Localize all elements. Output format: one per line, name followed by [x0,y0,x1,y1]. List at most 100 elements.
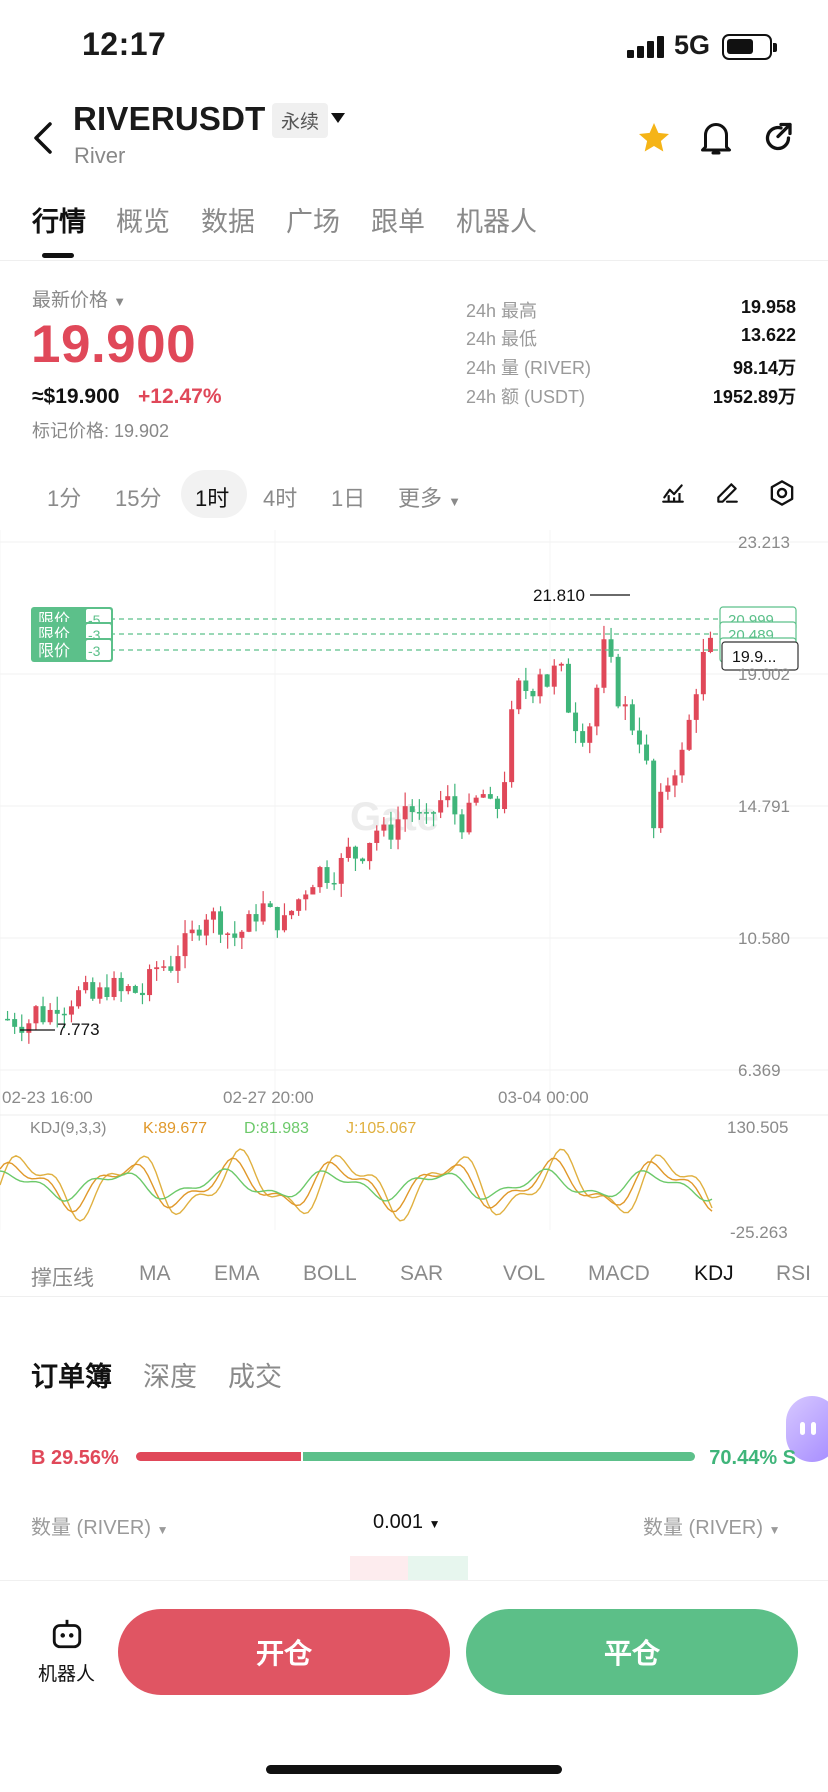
indicator-settings-icon[interactable] [660,480,686,506]
candle-body [502,782,508,810]
candle-body [303,894,309,900]
draw-pencil-icon[interactable] [714,480,740,506]
indicator-sar[interactable]: SAR [400,1262,444,1285]
orderbook-col-left[interactable]: 数量 (RIVER) ▼ [31,1517,169,1539]
x-axis-label: 02-27 20:00 [223,1088,314,1107]
candle-body [338,857,344,884]
indicator-kdj[interactable]: KDJ [694,1262,734,1285]
pair-title[interactable]: RIVERUSDT [73,100,266,137]
candle-body [381,824,387,831]
candle-body [104,987,110,997]
stat-turnover-label: 24h 额 (USDT) [466,387,586,407]
back-icon[interactable] [30,120,56,156]
tab-copy-trading[interactable]: 跟单 [371,207,425,237]
latest-price-label[interactable]: 最新价格 ▼ [32,290,127,311]
indicator-vol[interactable]: VOL [503,1262,546,1285]
limit-order-lines[interactable]: 限价-520.999限价-320.489限价-319.9...19.9... [31,606,799,671]
assistant-bubble[interactable] [786,1396,828,1462]
timeframe-15m[interactable]: 15分 [115,486,162,511]
chart-settings-icon[interactable] [768,479,796,507]
candle-body [466,802,472,833]
candle-body [558,663,564,666]
candle-body [232,933,238,938]
tab-orderbook[interactable]: 订单簿 [31,1362,112,1392]
timeframe-4h[interactable]: 4时 [263,486,298,511]
tab-bots[interactable]: 机器人 [456,207,537,237]
candle-body [608,639,614,657]
current-price-value: 19.9... [732,649,776,666]
candle-body [218,911,224,935]
candle-body [615,656,621,707]
stat-high-label: 24h 最高 [466,301,538,321]
y-axis-label: 14.791 [738,797,790,816]
candle-body [537,674,543,697]
indicator-ema[interactable]: EMA [214,1262,260,1285]
candle-body [523,680,529,692]
timeframe-1h[interactable]: 1时 [195,486,230,511]
candle-body [516,680,522,710]
tab-trades[interactable]: 成交 [228,1362,282,1392]
candle-body [40,1006,46,1023]
share-icon[interactable] [760,120,796,156]
candle-body [132,986,138,993]
candle-body [203,919,209,936]
candle-body [210,911,216,920]
tab-depth[interactable]: 深度 [143,1362,197,1392]
tab-market[interactable]: 行情 [32,207,86,237]
indicator-rsi[interactable]: RSI [776,1262,812,1285]
candle-body [111,977,117,997]
candle-body [573,712,579,732]
candle-body [139,992,145,996]
kdj-min-label: -25.263 [730,1223,788,1242]
tab-square[interactable]: 广场 [286,207,340,237]
kdj-k-value: K:89.677 [143,1120,207,1137]
indicator-support-resistance[interactable]: 撑压线 [31,1267,94,1290]
bell-icon[interactable] [698,118,734,158]
price-chart[interactable]: Gate 限价-520.999限价-320.489限价-319.9...19.9… [0,530,828,1250]
close-position-button[interactable]: 平仓 [466,1609,798,1695]
stat-low-label: 24h 最低 [466,329,538,349]
candle-body [267,903,273,908]
candle-body [530,691,536,697]
indicator-boll[interactable]: BOLL [303,1262,357,1285]
orderbook-col-right[interactable]: 数量 (RIVER) ▼ [643,1517,781,1539]
candle-body [452,796,458,815]
candle-body [5,1018,11,1021]
timeframe-1d[interactable]: 1日 [331,486,366,511]
robot-icon[interactable] [50,1617,84,1651]
pair-dropdown-icon[interactable] [330,112,346,124]
stat-low-value: 13.622 [740,325,796,345]
y-axis-label: 6.369 [738,1061,781,1080]
chart-grid [0,530,828,1230]
candle-body [260,903,266,922]
kdj-series-line [0,1168,713,1202]
robot-label[interactable]: 机器人 [38,1664,96,1685]
timeframe-more[interactable]: 更多 ▼ [398,486,462,511]
price-change-percent: +12.47% [138,385,222,408]
candle-body [90,982,96,999]
candle-body [296,899,302,911]
candle-body [402,806,408,820]
candle-body [310,887,316,895]
candle-body [431,812,437,814]
timeframe-1m[interactable]: 1分 [47,486,82,511]
candle-body [658,791,664,829]
candle-body [68,1006,74,1015]
stat-high-value: 19.958 [740,297,796,317]
candle-body [480,794,486,798]
indicator-ma[interactable]: MA [139,1262,171,1285]
tab-data[interactable]: 数据 [201,207,255,237]
star-icon[interactable] [636,120,672,156]
indicator-macd[interactable]: MACD [588,1262,650,1285]
x-axis-label: 03-04 00:00 [498,1088,589,1107]
candle-body [651,760,657,829]
candle-body [565,663,571,713]
orderbook-precision[interactable]: 0.001 ▼ [373,1511,441,1533]
open-position-button[interactable]: 开仓 [118,1609,450,1695]
candle-body [601,639,607,688]
candle-body [352,846,358,859]
candle-body [487,794,493,799]
candle-body [409,806,415,813]
candle-body [367,842,373,862]
tab-overview[interactable]: 概览 [116,207,170,237]
